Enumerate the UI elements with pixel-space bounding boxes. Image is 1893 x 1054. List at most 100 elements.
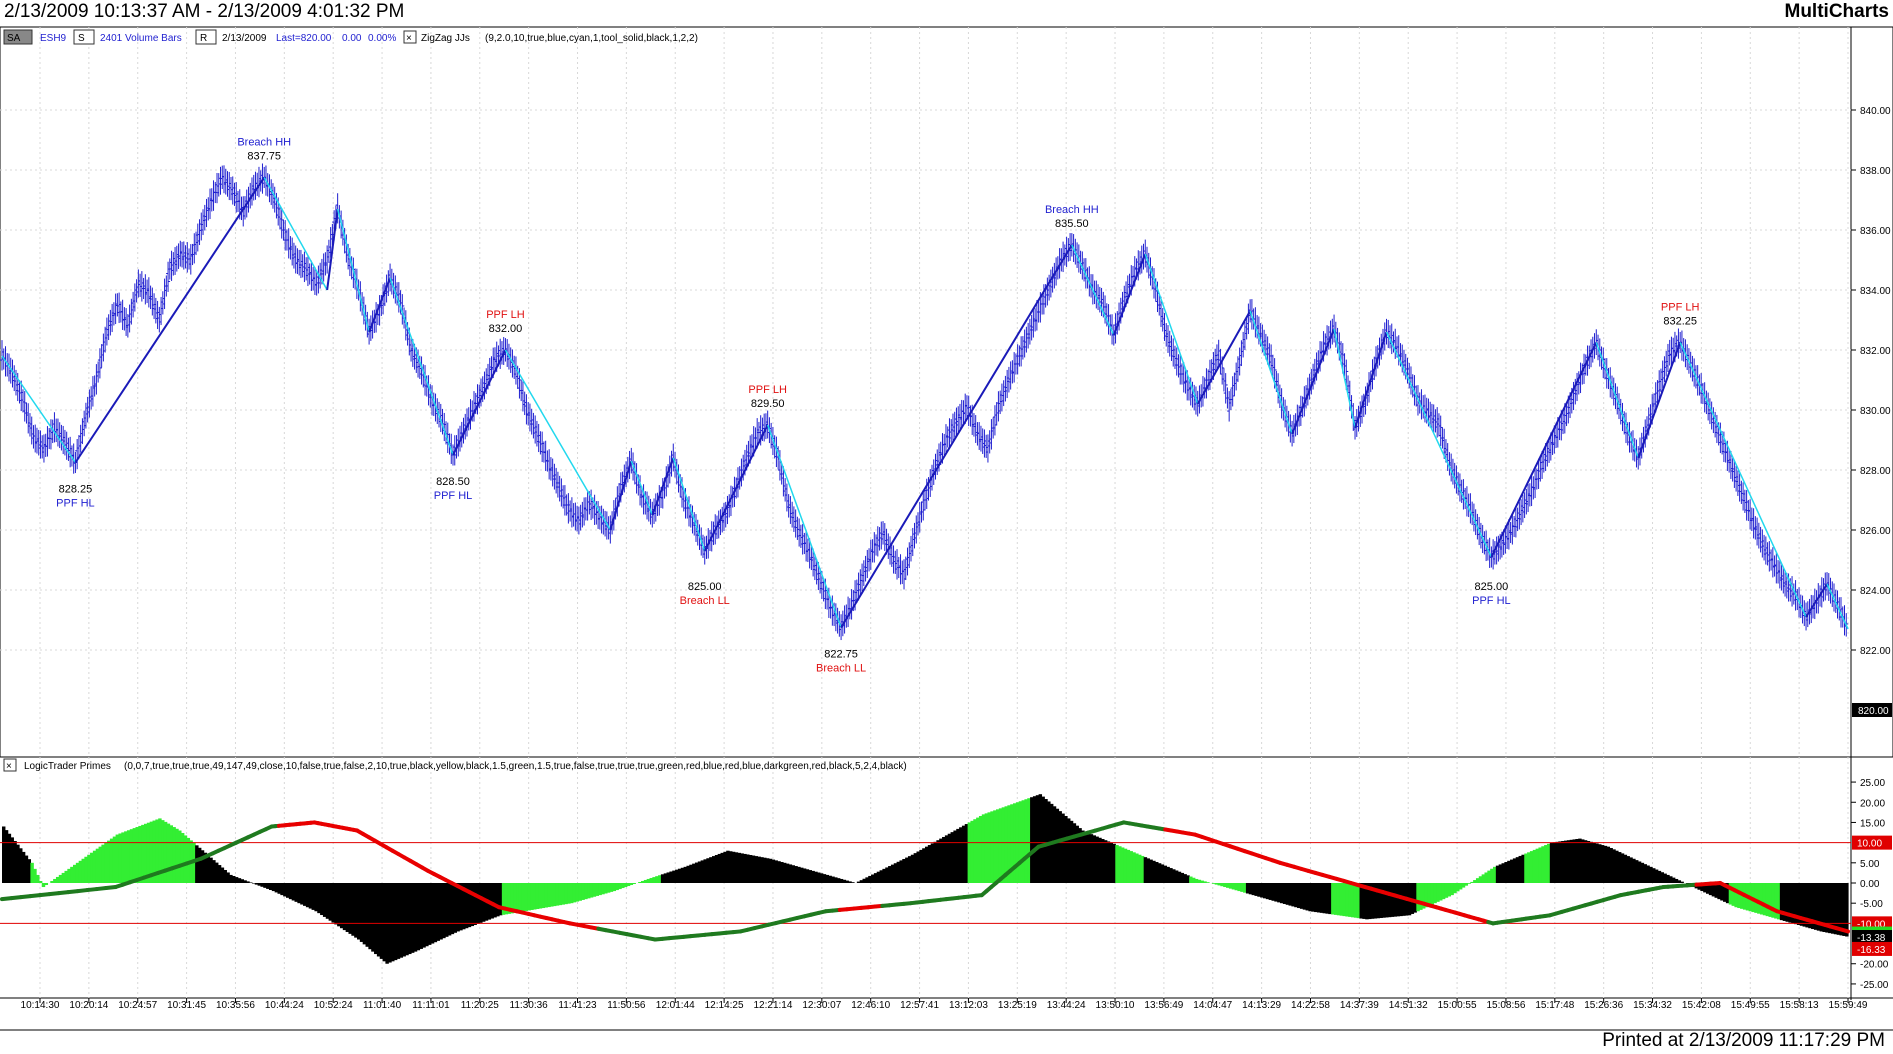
x-tick-label: 10:20:14 [69,1000,108,1011]
histogram-bar [166,823,171,883]
histogram-bar [1078,828,1082,883]
histogram-bar [1552,842,1557,883]
histogram-bar [1277,883,1281,903]
histogram-bar [1845,883,1849,937]
histogram-bar [794,866,798,883]
s-box[interactable] [73,29,95,45]
histogram-bar [987,812,991,883]
histogram-bar [44,883,49,886]
histogram-bar [1061,813,1065,883]
histogram-bar [1064,815,1068,883]
histogram-bar [1234,883,1238,891]
x-tick-label: 14:51:32 [1389,1000,1428,1011]
histogram-bar [163,821,168,883]
y-tick-label: 840.00 [1860,106,1891,117]
histogram-bar [195,845,199,883]
x-tick-label: 11:20:25 [461,1000,500,1011]
histogram-bar [1231,883,1236,890]
histogram-bar [1813,883,1818,930]
x-tick-label: 10:35:56 [216,1000,255,1011]
swing-annotations: Breach HH 837.75 828.25 PPF HL 828.50 PPF HL P… [56,137,1699,675]
histogram-bar [1044,799,1048,883]
histogram-bar [1328,883,1332,915]
zigzag-leg [1249,310,1293,435]
zigzag-leg [263,177,328,291]
histogram-bar [1149,859,1153,883]
histogram-bar [1794,883,1798,925]
histogram-bar [879,870,883,883]
zigzag-leg [1637,342,1682,459]
histogram-bar [885,867,889,883]
histogram-bar [1376,883,1380,919]
histogram-bar [146,822,151,883]
histogram-bar [726,850,730,883]
histogram-bar [473,883,477,925]
histogram-bar [876,871,881,883]
histogram-bar [1720,883,1724,901]
x-tick-label: 10:44:24 [265,1000,304,1011]
histogram-bar [422,883,426,948]
histogram-bar [453,883,457,933]
histogram-bar [1370,883,1375,919]
histogram-bar [575,883,580,902]
study-close-box[interactable] [403,30,417,44]
osc-close-box[interactable] [3,758,17,772]
histogram-bar [609,883,614,892]
histogram-bar [944,835,949,883]
histogram-bar [621,883,625,889]
histogram-bar [172,827,176,883]
histogram-bar [666,872,670,883]
histogram-bar [1564,840,1568,883]
histogram-bar [1356,883,1361,919]
histogram-bar [1359,883,1363,919]
osc-value-label: -13.38 [1857,933,1886,944]
title-bar: 2/13/2009 10:13:37 AM - 2/13/2009 4:01:3… [0,0,1893,26]
histogram-bar [1512,858,1517,883]
histogram-bar [257,883,262,886]
histogram-bar [1217,883,1221,886]
osc-tick-label: -25.00 [1860,980,1889,991]
histogram-bar [618,883,622,890]
histogram-bar [751,855,756,883]
histogram-bar [1379,883,1383,918]
histogram-bar [547,883,551,908]
histogram-bar [1600,845,1605,883]
histogram-bar [311,883,315,910]
symbol-box[interactable] [3,29,33,45]
y-tick-label: 838.00 [1860,166,1891,177]
histogram-bar [288,883,293,900]
histogram-bar [1677,880,1682,883]
histogram-bar [558,883,563,906]
histogram-bar [1430,883,1434,905]
histogram-bar [984,813,989,883]
osc-value-marker [1852,941,1892,956]
histogram-bar [379,883,384,959]
histogram-bar [1439,883,1443,901]
histogram-bar [1132,852,1136,883]
histogram-bar [1646,865,1650,883]
histogram-bar [1768,883,1772,917]
histogram-bar [919,849,923,883]
zigzag-leg [840,244,1073,629]
histogram-bar [479,883,483,923]
zigzag-leg [74,176,266,464]
histogram-bar [871,874,875,883]
osc-value-marker [1852,835,1892,850]
zigzag-leg [1679,342,1807,618]
histogram-bar [939,838,943,883]
histogram-bar [927,845,932,883]
histogram-bar [828,875,832,883]
x-tick-label: 11:11:01 [412,1000,450,1011]
histogram-bar [535,883,540,909]
histogram-bar [50,880,54,883]
histogram-bar [180,832,185,883]
r-box[interactable] [195,29,217,45]
swing-value: 829.50 [751,398,785,410]
histogram-bar [1018,801,1023,883]
histogram-bar [1112,843,1116,883]
zigzag-leg [651,457,675,516]
histogram-bar [78,860,83,883]
histogram-bar [126,830,131,883]
histogram-bar [1052,806,1057,883]
